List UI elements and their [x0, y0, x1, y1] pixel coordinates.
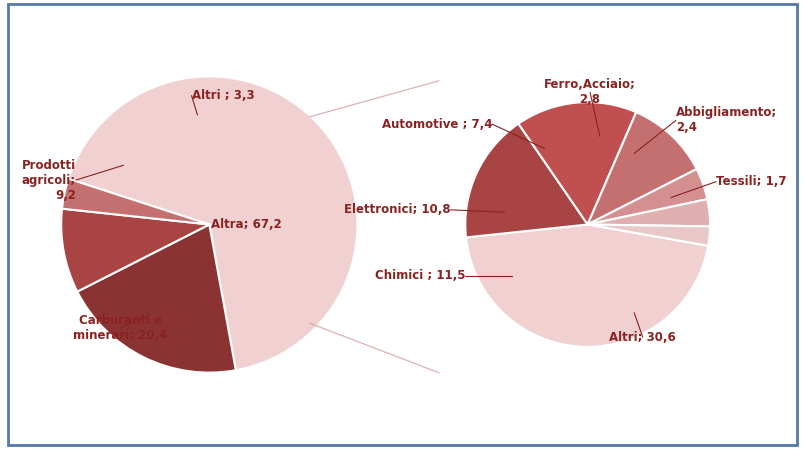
Text: Abbigliamento;
2,4: Abbigliamento; 2,4: [675, 106, 777, 135]
Wedge shape: [466, 224, 708, 347]
Text: Elettronici; 10,8: Elettronici; 10,8: [344, 203, 451, 216]
Wedge shape: [68, 76, 357, 370]
Text: Altra; 67,2: Altra; 67,2: [211, 218, 282, 231]
Text: Altri ; 3,3: Altri ; 3,3: [192, 89, 254, 102]
Text: Tessili; 1,7: Tessili; 1,7: [716, 175, 786, 188]
Text: Automotive ; 7,4: Automotive ; 7,4: [382, 118, 492, 131]
Text: Prodotti
agricoli;
9,2: Prodotti agricoli; 9,2: [22, 158, 76, 202]
Text: Altri; 30,6: Altri; 30,6: [609, 330, 676, 343]
Wedge shape: [518, 102, 636, 224]
Wedge shape: [62, 179, 209, 224]
Wedge shape: [465, 123, 588, 238]
Wedge shape: [77, 224, 236, 373]
Wedge shape: [588, 224, 710, 246]
Wedge shape: [588, 112, 696, 224]
Wedge shape: [588, 199, 710, 226]
Text: Carburanti e
minerari; 20,4: Carburanti e minerari; 20,4: [73, 314, 167, 342]
Text: Chimici ; 11,5: Chimici ; 11,5: [375, 269, 465, 282]
Text: Ferro,Acciaio;
2,8: Ferro,Acciaio; 2,8: [544, 79, 636, 106]
Wedge shape: [61, 209, 209, 292]
Wedge shape: [588, 169, 708, 224]
